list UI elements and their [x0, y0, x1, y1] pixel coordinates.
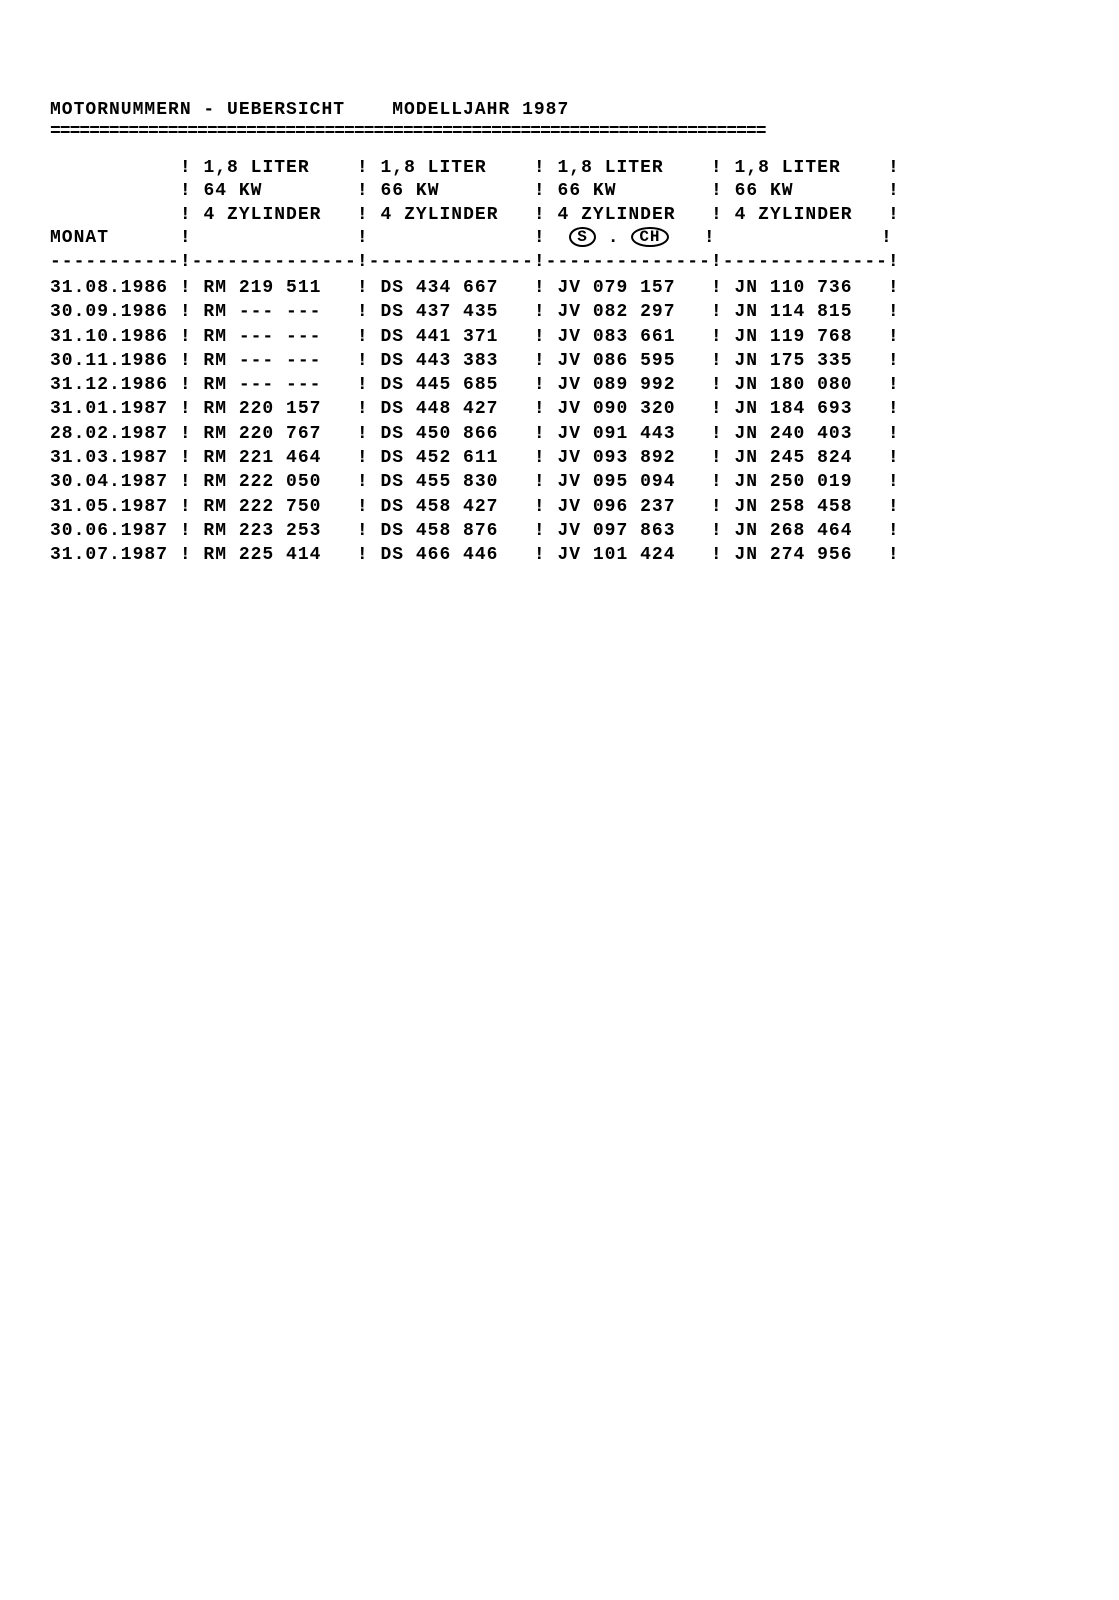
col4-l2: 66 KW	[735, 181, 794, 201]
col2-l3: 4 ZYLINDER	[380, 205, 498, 225]
monat-label: MONAT	[50, 228, 109, 248]
header-line-2: ! 64 KW ! 66 KW ! 66 KW ! 66 KW !	[50, 180, 1069, 203]
table-row: 31.10.1986 ! RM --- --- ! DS 441 371 ! J…	[50, 325, 1069, 349]
col3-l2: 66 KW	[558, 181, 617, 201]
table-row: 28.02.1987 ! RM 220 767 ! DS 450 866 ! J…	[50, 422, 1069, 446]
ch-badge: CH	[631, 227, 668, 247]
table-body: 31.08.1986 ! RM 219 511 ! DS 434 667 ! J…	[50, 276, 1069, 568]
header-line-1: ! 1,8 LITER ! 1,8 LITER ! 1,8 LITER ! 1,…	[50, 157, 1069, 180]
dashed-separator: -----------!--------------!-------------…	[50, 251, 1069, 274]
table-row: 31.05.1987 ! RM 222 750 ! DS 458 427 ! J…	[50, 495, 1069, 519]
table-row: 30.06.1987 ! RM 223 253 ! DS 458 876 ! J…	[50, 519, 1069, 543]
col1-l1: 1,8 LITER	[203, 158, 309, 178]
col4-l1: 1,8 LITER	[735, 158, 841, 178]
table-row: 31.12.1986 ! RM --- --- ! DS 445 685 ! J…	[50, 373, 1069, 397]
table-row: 31.03.1987 ! RM 221 464 ! DS 452 611 ! J…	[50, 446, 1069, 470]
col2-l1: 1,8 LITER	[380, 158, 486, 178]
s-badge: S	[569, 227, 596, 247]
document-page: MOTORNUMMERN - UEBERSICHT MODELLJAHR 198…	[0, 0, 1119, 618]
title-underline: ========================================…	[50, 122, 1069, 142]
col3-l1: 1,8 LITER	[558, 158, 664, 178]
table-row: 31.08.1986 ! RM 219 511 ! DS 434 667 ! J…	[50, 276, 1069, 300]
page-title: MOTORNUMMERN - UEBERSICHT MODELLJAHR 198…	[50, 100, 1069, 120]
col1-l2: 64 KW	[203, 181, 262, 201]
col3-l3: 4 ZYLINDER	[558, 205, 676, 225]
header-line-3: ! 4 ZYLINDER ! 4 ZYLINDER ! 4 ZYLINDER !…	[50, 204, 1069, 227]
col4-l3: 4 ZYLINDER	[735, 205, 853, 225]
table-row: 30.04.1987 ! RM 222 050 ! DS 455 830 ! J…	[50, 470, 1069, 494]
table-row: 30.09.1986 ! RM --- --- ! DS 437 435 ! J…	[50, 300, 1069, 324]
col1-l3: 4 ZYLINDER	[203, 205, 321, 225]
table-row: 31.07.1987 ! RM 225 414 ! DS 466 446 ! J…	[50, 543, 1069, 567]
header-line-4: MONAT ! ! ! S . CH ! !	[50, 227, 1069, 250]
col2-l2: 66 KW	[380, 181, 439, 201]
table-row: 31.01.1987 ! RM 220 157 ! DS 448 427 ! J…	[50, 397, 1069, 421]
table-row: 30.11.1986 ! RM --- --- ! DS 443 383 ! J…	[50, 349, 1069, 373]
